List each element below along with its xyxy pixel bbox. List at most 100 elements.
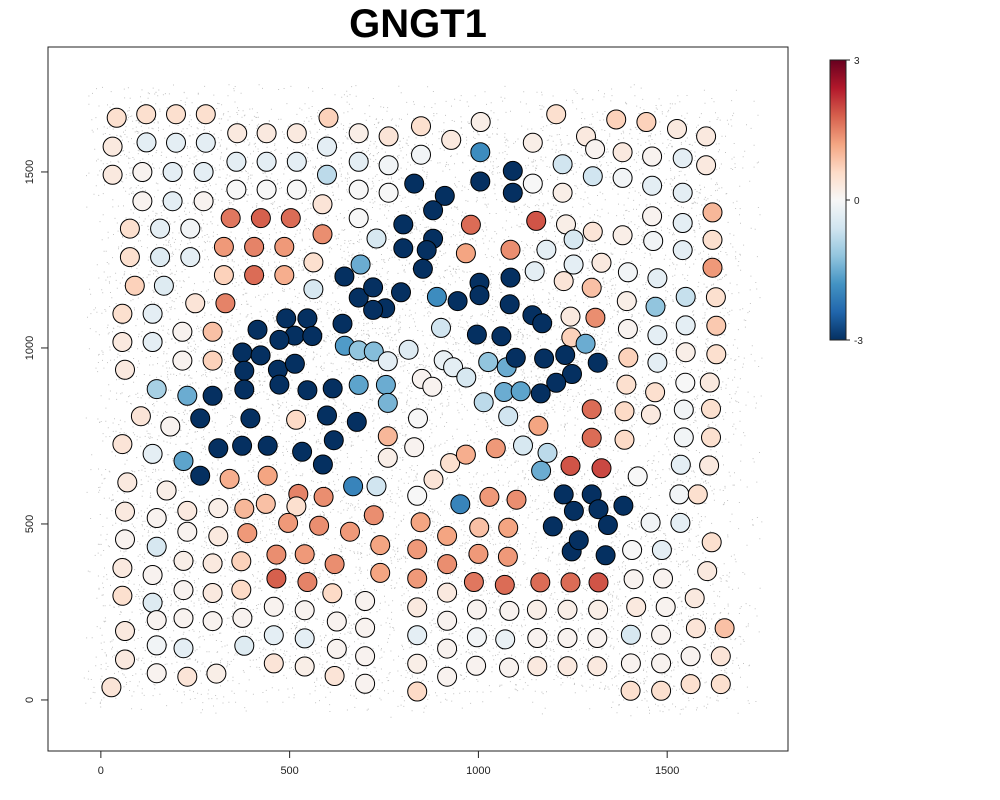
spot-point [377,426,398,447]
spot-point [407,485,428,506]
spot-point [348,151,369,172]
spot-point [355,617,376,638]
spot-point [378,182,399,203]
spot-point [673,427,694,448]
spot-point [202,385,223,406]
spot-point [500,239,521,260]
spot-point [234,360,255,381]
spot-point [651,540,672,560]
spot-point [546,372,567,393]
spot-point [142,303,163,324]
spot-point [153,275,174,296]
spot-point [617,262,638,283]
spot-point [227,123,248,144]
spot-point [494,574,515,595]
spot-point [495,629,516,650]
spot-point [640,512,661,533]
spot-point [322,378,343,399]
spot-point [412,258,433,279]
y-axis: 0 500 1000 1500 [24,160,49,703]
spot-point [303,252,324,273]
spot-point [274,265,295,286]
spot-point [470,112,491,132]
spot-point [276,308,297,329]
spot-point [256,123,277,144]
spot-point [317,164,337,185]
spot-point [437,582,458,603]
spot-point [612,225,633,246]
spot-point [696,155,717,176]
spot-point [190,465,211,486]
spot-point [132,162,153,182]
spot-point [702,202,723,223]
spot-point [150,218,171,239]
spot-point [292,441,313,462]
spot-point [614,401,635,422]
spot-point [581,399,602,420]
spot-point [366,228,387,249]
spot-point [655,597,676,617]
spot-point [309,515,330,536]
spot-point [410,512,431,533]
spot-point [132,191,153,212]
spot-point [620,624,641,645]
spot-point [219,468,240,489]
spot-point [423,469,444,490]
x-tick-label: 500 [280,765,298,777]
spot-point [346,411,367,432]
spot-point [324,554,345,575]
spot-point [269,329,290,350]
spot-point [146,379,167,400]
colorbar-tick-label: 0 [854,196,860,207]
spot-point [411,144,431,165]
spot-point [173,608,194,629]
spot-point [705,287,726,308]
spot-point [557,628,578,648]
spot-point [250,345,271,366]
spot-point [441,129,462,150]
spot-point [568,530,589,551]
spot-point [560,306,581,327]
spot-point [313,486,334,507]
spot-point [469,285,490,306]
spot-point [612,142,633,163]
spot-point [505,347,526,368]
spot-point [255,493,276,514]
spot-point [710,646,731,667]
spot-point [355,673,376,694]
spot-point [636,112,657,132]
spot-point [240,408,261,429]
spot-point [180,247,201,268]
spot-point [284,353,305,374]
spot-point [370,562,391,583]
spot-point [363,505,384,526]
spot-point [468,543,489,564]
spot-point [526,210,547,231]
spot-point [263,625,284,646]
spot-point [642,206,663,227]
spot-point [348,287,369,308]
spot-point [534,348,555,369]
spot-point [642,175,663,196]
spot-point [675,342,696,363]
spot-point [112,558,133,578]
spot-point [595,545,616,566]
spot-point [407,681,428,702]
spot-point [162,162,183,182]
spot-point [614,429,635,450]
spot-point [234,498,255,519]
spot-point [115,649,135,670]
spot-point [378,126,399,147]
spot-point [115,529,135,550]
spot-point [702,257,723,278]
y-tick-label: 1000 [24,336,36,360]
spot-point [672,240,693,261]
spot-point [263,596,284,617]
spot-point [112,303,133,324]
spot-point [675,286,696,307]
spot-point [232,342,253,363]
spot-point [160,416,181,437]
spot-point [130,406,151,427]
spot-point [257,465,278,486]
spot-point [231,579,252,600]
